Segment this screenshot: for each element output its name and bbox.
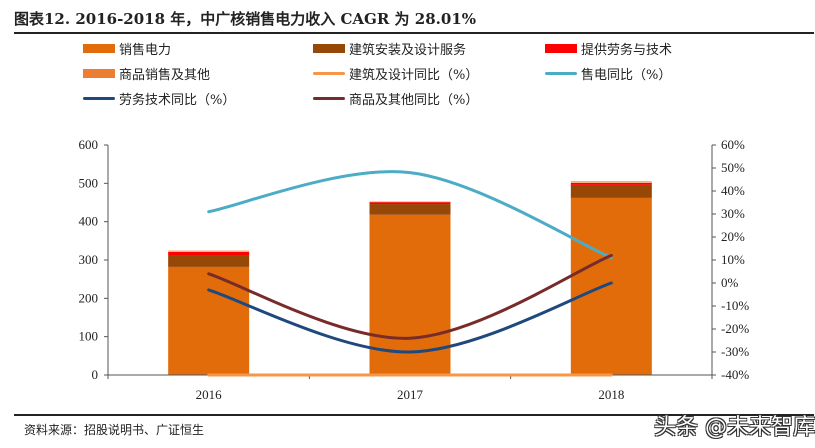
right-axis-tick-label: 20% — [721, 229, 745, 244]
title-rule — [14, 32, 814, 34]
left-axis-tick-label: 200 — [79, 290, 99, 305]
legend-label: 商品销售及其他 — [119, 68, 211, 83]
legend-item-goods: 商品销售及其他 — [83, 64, 210, 83]
x-axis-label: 2018 — [598, 387, 624, 402]
right-axis-tick-label: -10% — [721, 298, 749, 313]
legend-swatch — [83, 69, 115, 78]
bar-0-2018 — [570, 197, 652, 375]
right-axis-tick-label: 40% — [721, 183, 745, 198]
legend-item-construction: 建筑安装及设计服务 — [313, 39, 466, 58]
legend-line — [545, 72, 577, 75]
x-axis-label: 2016 — [196, 387, 223, 402]
left-axis-tick-label: 400 — [79, 214, 99, 229]
legend-label: 售电同比（%） — [581, 68, 672, 83]
legend-swatch — [545, 44, 577, 53]
legend-label: 提供劳务与技术 — [581, 43, 673, 58]
legend-item-goods-yoy: 商品及其他同比（%） — [313, 89, 478, 108]
line-series-1 — [207, 170, 613, 260]
bar-3-2018 — [570, 181, 652, 183]
legend-label: 销售电力 — [119, 43, 172, 58]
bar-1-2018 — [570, 184, 652, 198]
legend-item-labor-yoy: 劳务技术同比（%） — [83, 89, 235, 108]
legend-label: 建筑安装及设计服务 — [349, 43, 467, 58]
bar-3-2017 — [369, 201, 451, 203]
right-axis-tick-label: 60% — [721, 137, 745, 152]
legend-label: 商品及其他同比（%） — [349, 93, 479, 108]
line-series-3 — [207, 253, 613, 340]
legend-item-labor-tech: 提供劳务与技术 — [545, 39, 672, 58]
left-axis-tick-label: 300 — [79, 252, 99, 267]
right-axis-tick-label: -20% — [721, 321, 749, 336]
bar-2-2017 — [369, 202, 451, 205]
bar-0-2016 — [168, 266, 250, 375]
chart-title: 图表12. 2016-2018 年，中广核销售电力收入 CAGR 为 28.01… — [14, 10, 477, 28]
bar-2-2016 — [168, 251, 250, 256]
left-axis-tick-label: 500 — [79, 175, 99, 190]
legend-item-power-yoy: 售电同比（%） — [545, 64, 671, 83]
left-axis-tick-label: 100 — [79, 329, 99, 344]
source-note: 资料来源：招股说明书、广证恒生 — [24, 423, 205, 437]
watermark: 头条 @未来智库 — [654, 415, 815, 440]
legend-swatch — [83, 44, 115, 53]
bar-3-2016 — [168, 250, 250, 252]
right-axis-tick-label: 30% — [721, 206, 745, 221]
line-series-2 — [207, 281, 613, 354]
bar-2-2018 — [570, 182, 652, 185]
legend-label: 建筑及设计同比（%） — [349, 68, 479, 83]
legend-line — [313, 97, 345, 100]
right-axis-tick-label: 10% — [721, 252, 745, 267]
left-axis-tick-label: 600 — [79, 137, 99, 152]
footer-rule — [14, 414, 814, 416]
bar-1-2016 — [168, 255, 250, 267]
right-axis-tick-label: -40% — [721, 367, 749, 382]
legend-line — [83, 97, 115, 100]
legend-swatch — [313, 44, 345, 53]
x-axis-label: 2017 — [397, 387, 424, 402]
right-axis-tick-label: -30% — [721, 344, 749, 359]
left-axis-tick-label: 0 — [92, 367, 99, 382]
bar-1-2017 — [369, 204, 451, 215]
right-axis-tick-label: 50% — [721, 160, 745, 175]
legend-line — [313, 72, 345, 75]
right-axis-tick-label: 0% — [721, 275, 739, 290]
legend-item-construction-yoy: 建筑及设计同比（%） — [313, 64, 478, 83]
legend-label: 劳务技术同比（%） — [119, 93, 236, 108]
legend-item-sales-power: 销售电力 — [83, 39, 171, 58]
